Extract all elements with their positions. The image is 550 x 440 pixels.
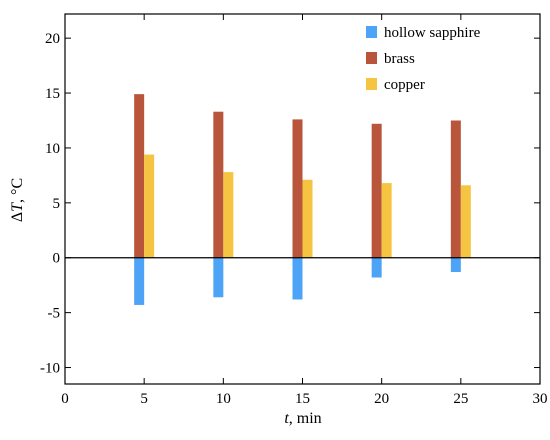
y-axis-unit: , °C [9,178,26,203]
bar-hollow-sapphire-20 [371,257,382,278]
y-axis-title: ΔT, °C [9,178,26,222]
x-tick-label-5: 5 [140,391,148,407]
x-tick-label-20: 20 [374,391,389,407]
bar-brass-20 [371,123,382,258]
y-tick-label--10: -10 [40,361,60,377]
legend-label-brass: brass [384,51,415,67]
y-tick-label-15: 15 [45,86,60,102]
legend-label-copper: copper [384,77,425,93]
bar-brass-15 [292,119,303,258]
bar-hollow-sapphire-10 [213,257,224,298]
legend-swatch-brass [366,52,377,64]
y-tick-label-10: 10 [45,141,60,157]
legend-swatch-hollow-sapphire [366,26,377,38]
x-axis-variable: t [284,410,289,427]
bar-hollow-sapphire-15 [292,257,303,300]
legend-swatch-copper [366,78,377,90]
bar-brass-10 [213,111,224,258]
x-axis-unit: , min [289,410,322,427]
y-tick-label--5: -5 [48,306,61,322]
x-tick-label-25: 25 [453,391,468,407]
bar-copper-10 [223,172,234,258]
bar-copper-20 [381,183,392,258]
bar-copper-25 [460,185,471,258]
y-axis-delta: Δ [9,212,26,222]
bar-copper-15 [302,179,313,258]
x-tick-label-30: 30 [533,391,548,407]
x-tick-label-0: 0 [61,391,69,407]
y-tick-label-20: 20 [45,31,60,47]
legend-label-hollow-sapphire: hollow sapphire [384,25,481,41]
y-tick-label-5: 5 [53,196,61,212]
y-tick-label-0: 0 [53,251,61,267]
bar-hollow-sapphire-25 [450,257,461,273]
x-axis-title: t, min [284,410,321,427]
bar-brass-5 [134,94,145,258]
x-tick-label-15: 15 [295,391,310,407]
y-axis-variable: T [9,202,26,212]
bar-hollow-sapphire-5 [134,257,145,305]
x-tick-label-10: 10 [216,391,231,407]
bar-brass-25 [450,120,461,258]
bar-copper-5 [144,154,155,258]
